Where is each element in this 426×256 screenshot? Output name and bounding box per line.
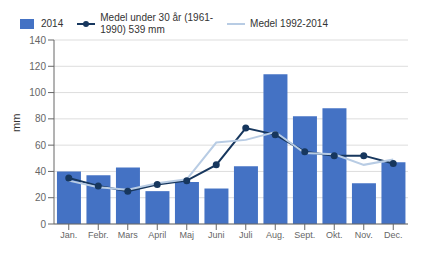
html-text:1990) 539 mm: 1990) 539 mm	[100, 24, 165, 35]
svg-text:Maj: Maj	[179, 230, 194, 240]
svg-text:Jan.: Jan.	[60, 230, 77, 240]
svg-text:140: 140	[29, 35, 46, 46]
svg-text:April: April	[148, 230, 166, 240]
svg-text:60: 60	[35, 140, 47, 151]
svg-text:20: 20	[35, 192, 47, 203]
svg-text:120: 120	[29, 61, 46, 72]
svg-text:Febr.: Febr.	[88, 230, 109, 240]
svg-text:Nov.: Nov.	[355, 230, 373, 240]
html-text:Medel under 30 år (1961-: Medel under 30 år (1961-	[100, 12, 214, 23]
svg-text:Okt.: Okt.	[326, 230, 343, 240]
svg-text:100: 100	[29, 87, 46, 98]
html-text:Medel 1992-2014: Medel 1992-2014	[250, 18, 328, 29]
svg-text:0: 0	[40, 219, 46, 230]
svg-text:Sept.: Sept.	[294, 230, 315, 240]
svg-text:40: 40	[35, 166, 47, 177]
svg-text:Juni: Juni	[208, 230, 225, 240]
svg-text:mm: mm	[10, 114, 22, 132]
svg-text:Aug.: Aug.	[266, 230, 285, 240]
svg-text:Juli: Juli	[239, 230, 253, 240]
html-text:2014: 2014	[41, 18, 64, 29]
svg-text:Mars: Mars	[118, 230, 138, 240]
svg-text:Dec.: Dec.	[384, 230, 403, 240]
svg-text:80: 80	[35, 113, 47, 124]
